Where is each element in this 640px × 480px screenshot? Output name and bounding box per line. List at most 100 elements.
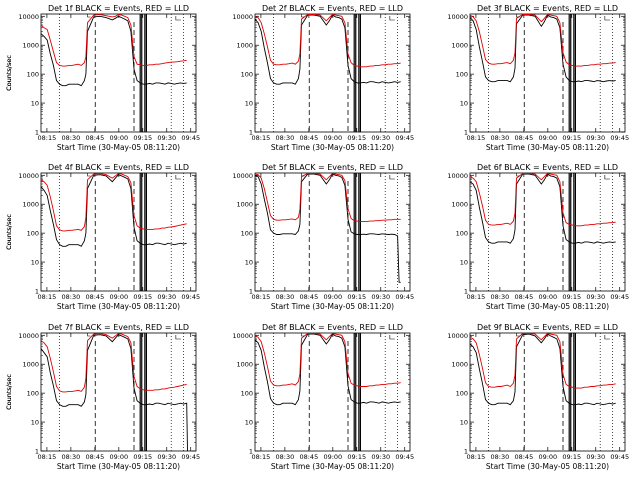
x-tick-label: 08:30 <box>491 293 510 301</box>
chart-panel-8: Det 8f BLACK = Events, RED = LLD Counts/s… <box>5 323 414 471</box>
y-tick-label: 100 <box>241 71 253 79</box>
x-tick-label: 08:45 <box>299 134 318 142</box>
corner-marker <box>389 175 395 180</box>
x-tick-label: 08:45 <box>299 293 318 301</box>
y-tick-label: 10000 <box>232 172 253 180</box>
x-tick-label: 08:15 <box>467 293 486 301</box>
x-axis-label: Start Time (30-May-05 08:11:20) <box>57 302 180 311</box>
corner-marker <box>301 173 305 177</box>
series-line-events <box>40 334 188 452</box>
chart-title: Det 9f BLACK = Events, RED = LLD <box>477 323 618 332</box>
x-tick-label: 09:00 <box>109 453 128 461</box>
x-tick-label: 08:30 <box>62 453 81 461</box>
y-axis-label: Counts/sec <box>5 55 13 91</box>
x-tick-label: 08:45 <box>299 453 318 461</box>
y-tick-label: 10 <box>31 259 39 267</box>
x-axis-label: Start Time (30-May-05 08:11:20) <box>486 462 609 471</box>
x-tick-label: 09:00 <box>109 134 128 142</box>
x-tick-label: 09:45 <box>181 293 200 301</box>
y-tick-label: 100 <box>456 71 468 79</box>
y-tick-label: 10000 <box>232 13 253 21</box>
chart-panel-1: Det 1f BLACK = Events, RED = LLD Counts/s… <box>5 4 200 152</box>
x-tick-label: 09:00 <box>323 134 342 142</box>
y-tick-label: 100 <box>27 230 39 238</box>
x-tick-label: 09:45 <box>181 134 200 142</box>
x-tick-label: 09:15 <box>133 453 152 461</box>
y-tick-label: 10 <box>460 259 468 267</box>
corner-marker <box>175 175 181 180</box>
x-tick-label: 09:00 <box>538 293 557 301</box>
y-axis-label: Counts/sec <box>5 214 13 250</box>
series-line-events <box>254 333 401 406</box>
x-tick-label: 08:15 <box>38 293 57 301</box>
plot-frame <box>40 13 197 133</box>
x-tick-label: 09:30 <box>371 453 390 461</box>
x-tick-label: 09:15 <box>347 293 366 301</box>
y-tick-label: 100 <box>241 390 253 398</box>
corner-marker <box>516 14 520 18</box>
x-tick-label: 08:15 <box>252 293 271 301</box>
y-tick-label: 100 <box>27 71 39 79</box>
chart-panel-3: Det 3f BLACK = Events, RED = LLD Counts/s… <box>5 4 629 152</box>
chart-panel-2: Det 2f BLACK = Events, RED = LLD Counts/s… <box>5 4 414 152</box>
y-axis-label: Counts/sec <box>5 374 13 410</box>
x-tick-label: 09:15 <box>133 134 152 142</box>
x-tick-label: 09:00 <box>538 453 557 461</box>
series-line-lld <box>40 14 187 67</box>
x-tick-label: 08:30 <box>62 134 81 142</box>
y-tick-label: 100 <box>27 390 39 398</box>
x-tick-label: 09:45 <box>395 293 414 301</box>
chart-title: Det 5f BLACK = Events, RED = LLD <box>262 163 403 172</box>
corner-marker <box>87 173 91 177</box>
y-tick-label: 1 <box>35 448 39 456</box>
corner-marker <box>389 335 395 340</box>
x-tick-label: 08:15 <box>38 134 57 142</box>
x-tick-label: 09:15 <box>347 134 366 142</box>
x-tick-label: 09:30 <box>586 293 605 301</box>
y-tick-label: 1 <box>249 448 253 456</box>
y-tick-label: 10000 <box>18 332 39 340</box>
x-tick-label: 09:45 <box>395 134 414 142</box>
corner-marker <box>301 14 305 18</box>
x-tick-label: 09:15 <box>562 293 581 301</box>
x-tick-label: 08:30 <box>276 453 295 461</box>
y-tick-label: 10 <box>245 259 253 267</box>
chart-title: Det 8f BLACK = Events, RED = LLD <box>262 323 403 332</box>
y-tick-label: 100 <box>456 390 468 398</box>
plot-frame <box>254 13 411 133</box>
x-tick-label: 09:30 <box>157 134 176 142</box>
y-axis-label: Counts/sec <box>5 214 13 250</box>
y-tick-label: 10 <box>245 419 253 427</box>
y-tick-label: 100 <box>241 230 253 238</box>
chart-panel-6: Det 6f BLACK = Events, RED = LLD Counts/s… <box>5 163 629 311</box>
y-tick-label: 10 <box>460 419 468 427</box>
x-tick-label: 09:00 <box>538 134 557 142</box>
chart-panel-4: Det 4f BLACK = Events, RED = LLD Counts/s… <box>5 163 200 311</box>
x-tick-label: 09:15 <box>133 293 152 301</box>
series-line-events <box>469 333 616 406</box>
corner-marker <box>87 14 91 18</box>
corner-marker <box>87 333 91 337</box>
y-axis-label: Counts/sec <box>5 374 13 410</box>
chart-panel-5: Det 5f BLACK = Events, RED = LLD Counts/s… <box>5 163 414 311</box>
plot-frame <box>254 332 411 452</box>
series-line-events <box>40 174 187 247</box>
x-tick-label: 09:30 <box>586 453 605 461</box>
y-tick-label: 1000 <box>22 42 39 50</box>
y-tick-label: 1 <box>249 288 253 296</box>
series-line-lld <box>469 173 616 227</box>
series-line-lld <box>254 14 401 68</box>
y-tick-label: 10000 <box>18 172 39 180</box>
y-axis-label: Counts/sec <box>5 55 13 91</box>
chart-title: Det 2f BLACK = Events, RED = LLD <box>262 4 403 13</box>
x-tick-label: 08:45 <box>514 453 533 461</box>
corner-marker <box>175 16 181 21</box>
x-tick-label: 09:45 <box>610 453 629 461</box>
y-tick-label: 1 <box>464 448 468 456</box>
series-line-lld <box>469 14 616 67</box>
y-axis-label: Counts/sec <box>5 374 13 410</box>
series-line-lld <box>40 333 187 393</box>
plot-frame <box>469 13 626 133</box>
series-line-events <box>254 14 401 85</box>
